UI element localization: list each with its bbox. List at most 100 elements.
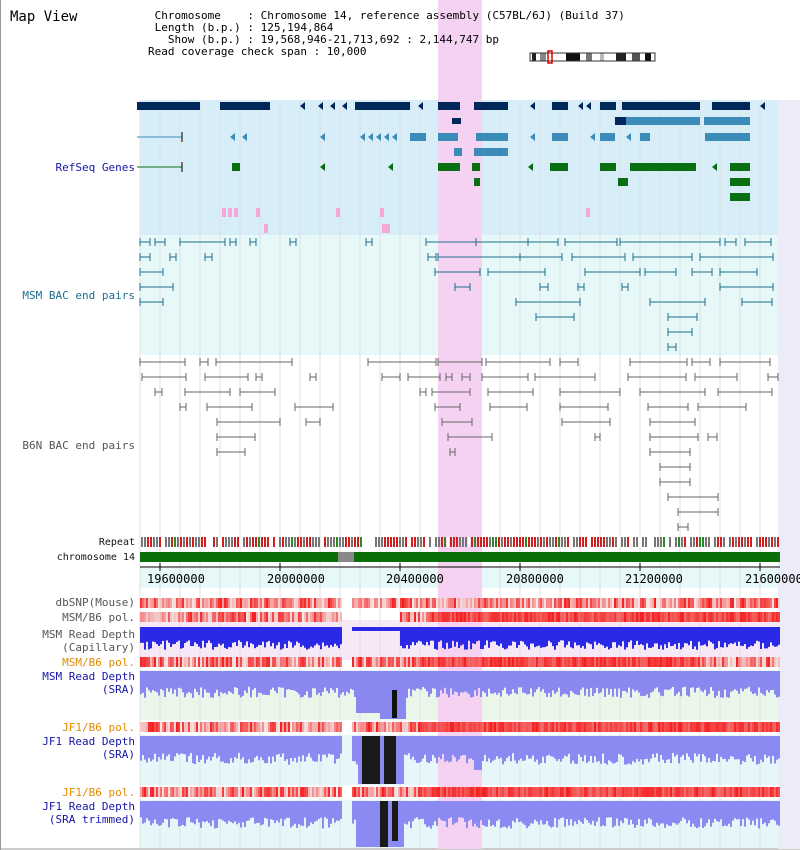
depth-bar	[292, 627, 294, 648]
track-label-jf1-depth-trim[interactable]: JF1 Read Depth	[42, 800, 135, 813]
repeat-feature	[501, 537, 503, 547]
depth-bar	[602, 671, 604, 689]
gene-exon	[552, 102, 568, 110]
polymorphism-cell	[416, 598, 418, 608]
ideogram	[530, 53, 655, 61]
depth-bar	[146, 671, 148, 688]
polymorphism-cell	[176, 722, 178, 732]
polymorphism-cell	[576, 612, 578, 622]
depth-bar	[530, 671, 532, 689]
depth-bar	[152, 801, 154, 824]
repeat-feature	[405, 537, 407, 547]
depth-bar	[602, 627, 604, 646]
polymorphism-cell	[432, 612, 434, 622]
polymorphism-cell	[732, 657, 734, 667]
polymorphism-cell	[766, 612, 768, 622]
track-label-repeat[interactable]: Repeat	[98, 537, 135, 548]
polymorphism-cell	[160, 612, 162, 622]
track-label-refseq[interactable]: RefSeq Genes	[55, 161, 135, 174]
depth-bar	[412, 671, 414, 690]
depth-bar	[614, 671, 616, 689]
polymorphism-cell	[398, 598, 400, 608]
depth-bar	[762, 736, 764, 763]
polymorphism-cell	[288, 722, 290, 732]
depth-bar	[558, 627, 560, 643]
repeat-feature	[480, 537, 482, 547]
polymorphism-cell	[218, 598, 220, 608]
depth-bar	[308, 671, 310, 698]
polymorphism-cell	[548, 612, 550, 622]
track-label-msm-b6-pol[interactable]: MSM/B6 pol.	[62, 611, 135, 624]
depth-bar	[742, 671, 744, 692]
polymorphism-cell	[374, 598, 376, 608]
polymorphism-cell	[220, 598, 222, 608]
polymorphism-cell	[174, 657, 176, 667]
track-label-msm-depth-cap[interactable]: MSM Read Depth	[42, 628, 135, 641]
depth-bar	[246, 736, 248, 764]
depth-bar	[140, 671, 142, 695]
depth-bar	[388, 801, 390, 847]
depth-bar	[494, 627, 496, 642]
track-label-b6n-bac[interactable]: B6N BAC end pairs	[22, 439, 135, 452]
depth-bar	[346, 671, 348, 692]
highlight-region	[438, 0, 482, 849]
depth-bar	[590, 801, 592, 825]
polymorphism-cell	[658, 598, 660, 608]
polymorphism-cell	[542, 657, 544, 667]
depth-bar	[364, 627, 366, 631]
polymorphism-cell	[290, 657, 292, 667]
depth-bar	[372, 671, 374, 713]
track-label-msm-depth-sra[interactable]: MSM Read Depth	[42, 670, 135, 683]
depth-bar	[252, 627, 254, 645]
depth-bar	[186, 801, 188, 818]
depth-bar	[616, 736, 618, 762]
polymorphism-cell	[278, 722, 280, 732]
depth-bar	[242, 627, 244, 648]
depth-bar	[734, 736, 736, 760]
depth-bar	[582, 736, 584, 762]
polymorphism-cell	[558, 598, 560, 608]
track-label-dbsnp[interactable]: dbSNP(Mouse)	[55, 596, 135, 609]
depth-bar	[448, 801, 450, 819]
track-label-jf1-depth-sra[interactable]: JF1 Read Depth	[42, 735, 135, 748]
depth-bar	[766, 671, 768, 691]
track-label-jf1-b6-pol[interactable]: JF1/B6 pol.	[62, 721, 135, 734]
polymorphism-cell	[704, 657, 706, 667]
track-label-jf1-b6-pol-2[interactable]: JF1/B6 pol.	[62, 786, 135, 799]
depth-bar	[716, 671, 718, 696]
depth-bar	[768, 671, 770, 693]
depth-bar	[282, 627, 284, 649]
pseudo-gene	[264, 224, 268, 233]
track-label-msm-bac[interactable]: MSM BAC end pairs	[22, 289, 135, 302]
repeat-feature	[414, 537, 416, 547]
depth-bar	[248, 671, 250, 687]
depth-bar	[184, 627, 186, 644]
polymorphism-cell	[146, 612, 148, 622]
polymorphism-cell	[160, 657, 162, 667]
polymorphism-cell	[488, 787, 490, 797]
polymorphism-cell	[706, 787, 708, 797]
polymorphism-cell	[494, 598, 496, 608]
depth-bar	[430, 671, 432, 694]
depth-bar	[360, 671, 362, 713]
polymorphism-cell	[178, 598, 180, 608]
polymorphism-cell	[266, 722, 268, 732]
depth-bar	[418, 627, 420, 641]
depth-bar	[668, 736, 670, 760]
track-label-msm-b6-pol-2[interactable]: MSM/B6 pol.	[62, 656, 135, 669]
depth-bar	[700, 736, 702, 762]
depth-bar	[510, 627, 512, 646]
depth-bar	[210, 801, 212, 827]
depth-bar	[406, 627, 408, 645]
track-label-chromosome[interactable]: chromosome 14	[56, 552, 135, 563]
depth-bar	[634, 671, 636, 692]
depth-bar	[268, 671, 270, 695]
depth-bar	[380, 736, 382, 784]
depth-bar	[662, 627, 664, 650]
polymorphism-cell	[272, 722, 274, 732]
repeat-feature	[696, 537, 698, 547]
polymorphism-cell	[160, 598, 162, 608]
depth-bar	[472, 627, 474, 644]
